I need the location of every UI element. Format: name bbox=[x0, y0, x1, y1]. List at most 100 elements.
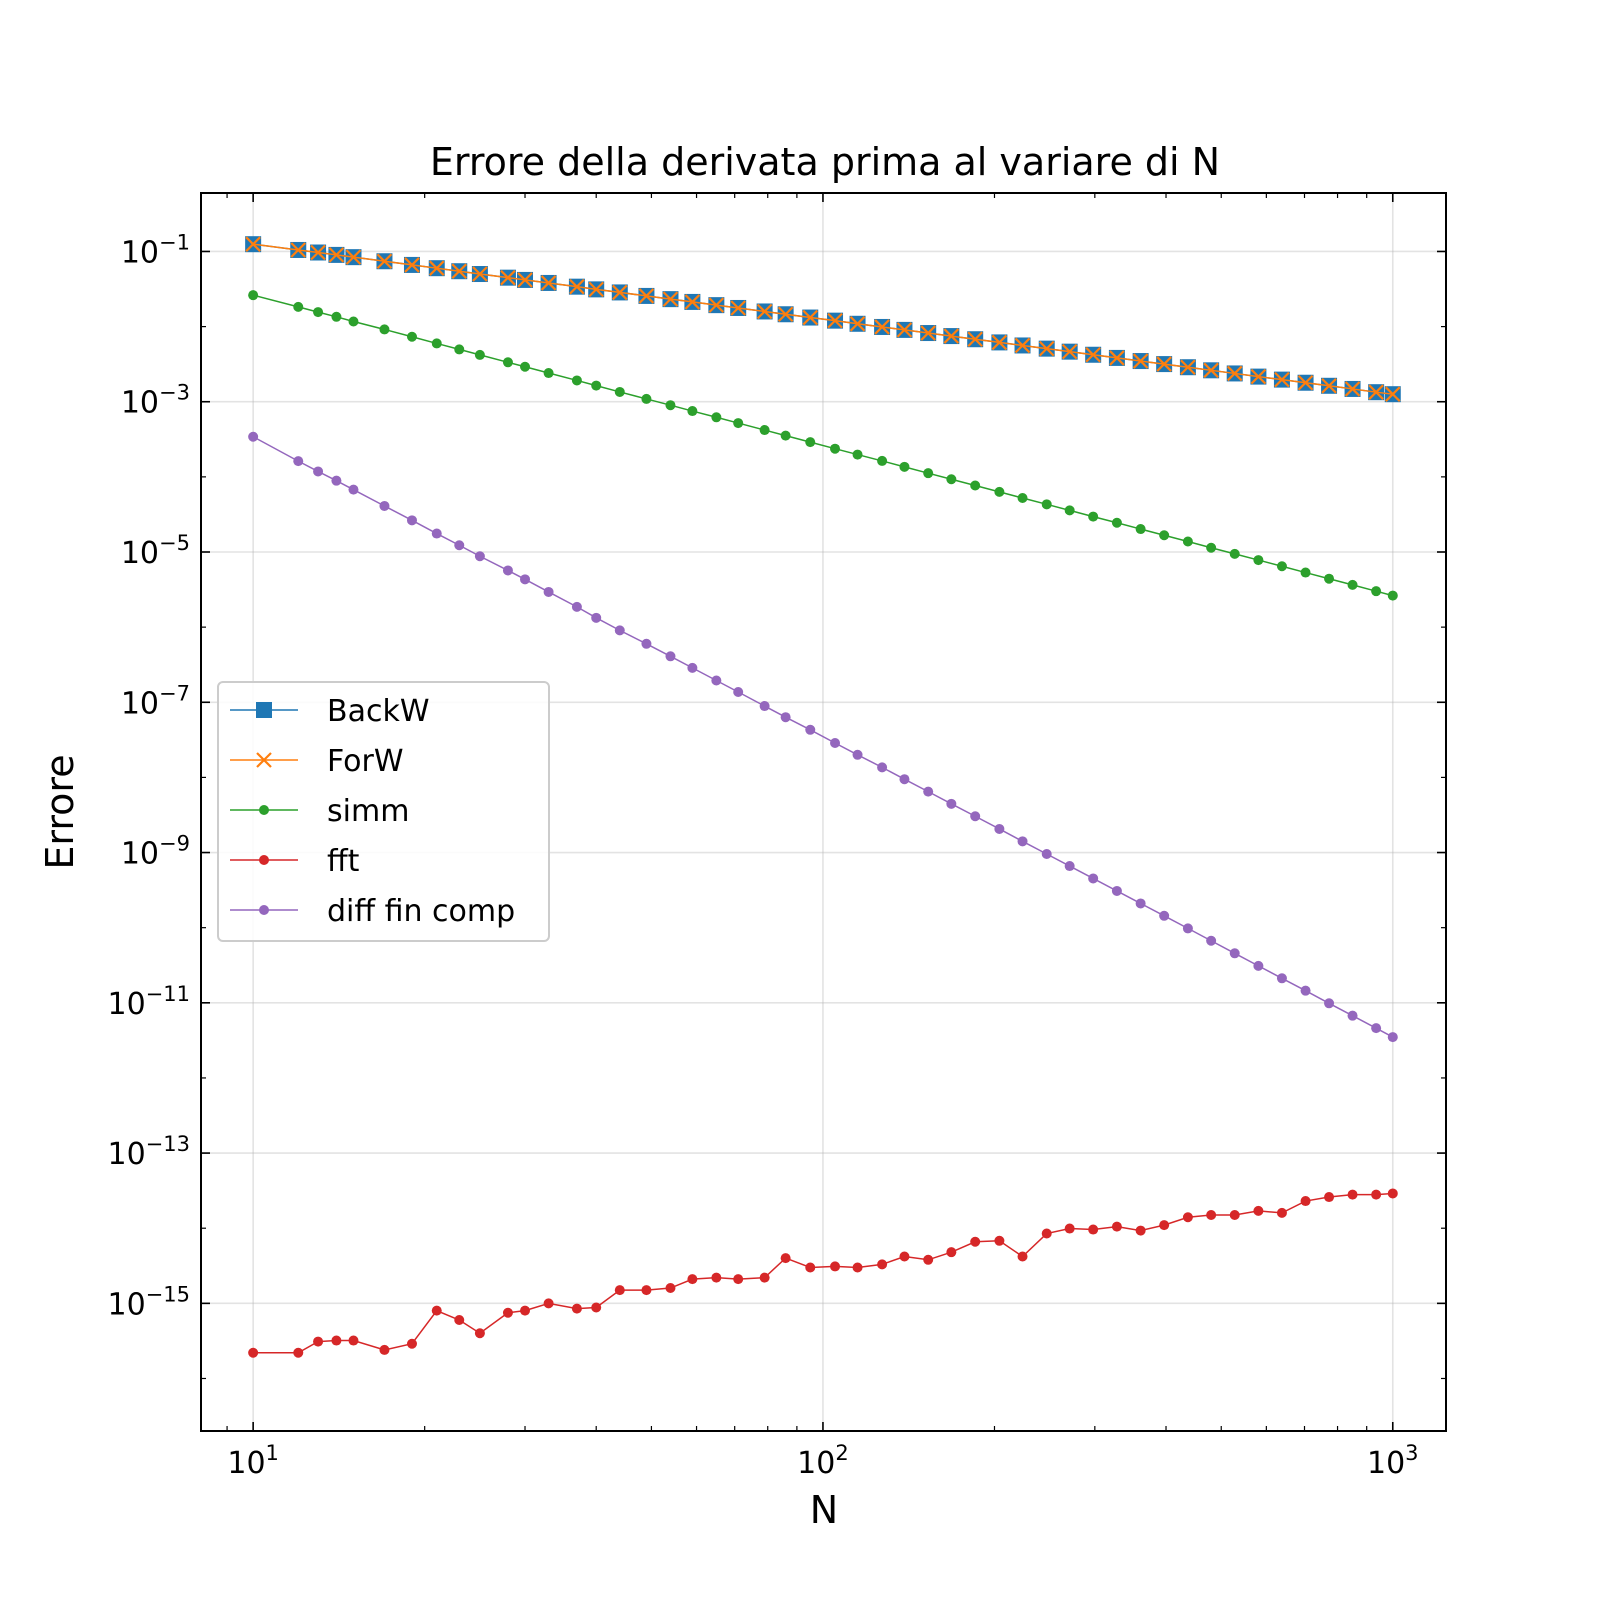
point-simm bbox=[614, 386, 625, 397]
point-forw-stroke bbox=[1109, 350, 1125, 366]
point-forw bbox=[1368, 384, 1384, 400]
point-forw bbox=[991, 334, 1008, 351]
point-forw bbox=[569, 278, 585, 295]
point-forw bbox=[967, 331, 983, 348]
point-fft bbox=[877, 1259, 888, 1270]
point-forw-stroke bbox=[345, 249, 362, 265]
point-diff-fin-comp bbox=[614, 625, 625, 636]
point-simm bbox=[1347, 579, 1358, 590]
legend-item-simm: simm bbox=[230, 794, 409, 829]
x-axis-label: N bbox=[810, 1488, 838, 1532]
point-forw-stroke bbox=[404, 257, 420, 273]
y-tick-label: 10−15 bbox=[107, 1282, 190, 1322]
legend: BackW ForW simm fft diff fin comp bbox=[217, 681, 550, 942]
point-fft bbox=[454, 1315, 465, 1326]
point-forw-stroke bbox=[730, 300, 746, 316]
y-ticks: 10−1 10−3 10−5 10−7 10−9 10−11 10−13 10−15 bbox=[107, 230, 1446, 1380]
point-forw-stroke bbox=[472, 266, 488, 282]
point-forw bbox=[1297, 374, 1314, 391]
point-forw-stroke bbox=[310, 244, 326, 261]
point-forw bbox=[874, 319, 890, 335]
point-simm bbox=[406, 331, 417, 342]
point-simm bbox=[899, 461, 910, 472]
point-diff-fin-comp bbox=[780, 712, 791, 723]
legend-marker-fft bbox=[259, 855, 269, 865]
point-diff-fin-comp bbox=[733, 687, 744, 698]
point-forw-stroke bbox=[1203, 362, 1219, 379]
point-diff-fin-comp bbox=[711, 675, 722, 686]
point-diff-fin-comp bbox=[431, 528, 442, 539]
point-forw bbox=[1250, 368, 1267, 385]
legend-marker-forw bbox=[256, 752, 272, 768]
point-fft bbox=[1206, 1209, 1217, 1220]
point-simm bbox=[1159, 530, 1170, 541]
point-diff-fin-comp bbox=[1159, 910, 1170, 921]
point-simm bbox=[1182, 536, 1193, 547]
point-forw bbox=[1203, 362, 1219, 379]
point-diff-fin-comp bbox=[1371, 1023, 1382, 1034]
point-forw-stroke bbox=[1180, 359, 1196, 375]
point-diff-fin-comp bbox=[474, 551, 485, 562]
point-simm bbox=[379, 324, 390, 335]
y-tick-label: 10−13 bbox=[107, 1132, 190, 1172]
point-diff-fin-comp bbox=[571, 601, 582, 612]
point-diff-fin-comp bbox=[591, 612, 602, 623]
point-forw-stroke bbox=[777, 306, 794, 323]
point-forw-stroke bbox=[967, 331, 983, 348]
point-diff-fin-comp bbox=[759, 701, 770, 712]
point-forw-stroke bbox=[428, 260, 445, 276]
point-diff-fin-comp bbox=[1253, 960, 1264, 971]
point-diff-fin-comp bbox=[994, 823, 1005, 834]
point-forw bbox=[376, 253, 393, 270]
point-forw bbox=[708, 297, 725, 313]
point-forw bbox=[428, 260, 445, 276]
point-forw bbox=[756, 303, 773, 320]
point-simm bbox=[1041, 499, 1052, 510]
point-forw bbox=[588, 281, 604, 298]
series-simm bbox=[248, 290, 1398, 601]
point-forw-stroke bbox=[1132, 353, 1149, 369]
point-forw-stroke bbox=[756, 303, 773, 320]
legend-marker-diff-fin-comp bbox=[259, 905, 269, 915]
point-forw-stroke bbox=[638, 288, 655, 304]
point-diff-fin-comp bbox=[946, 798, 957, 809]
point-fft bbox=[641, 1285, 652, 1296]
point-forw-stroke bbox=[1250, 368, 1267, 385]
point-fft bbox=[331, 1335, 342, 1346]
point-fft bbox=[1300, 1196, 1311, 1207]
legend-item-backw: BackW bbox=[230, 694, 430, 729]
point-forw-stroke bbox=[569, 278, 585, 295]
point-fft bbox=[1041, 1228, 1052, 1239]
point-diff-fin-comp bbox=[899, 774, 910, 785]
point-fft bbox=[711, 1272, 722, 1283]
legend-label-forw: ForW bbox=[327, 744, 404, 779]
y-axis-label: Errore bbox=[38, 754, 82, 869]
y-tick-label: 10−11 bbox=[107, 982, 190, 1022]
series-layer bbox=[245, 236, 1401, 1358]
point-diff-fin-comp bbox=[520, 574, 531, 585]
point-forw-stroke bbox=[920, 325, 936, 341]
legend-item-fft: fft bbox=[230, 844, 360, 879]
point-simm bbox=[248, 290, 259, 301]
point-forw bbox=[896, 322, 913, 338]
point-forw-stroke bbox=[500, 269, 516, 286]
point-forw bbox=[345, 249, 362, 265]
x-tick-label: 103 bbox=[1367, 1441, 1419, 1481]
point-simm bbox=[994, 486, 1005, 497]
point-forw-stroke bbox=[1297, 374, 1314, 391]
point-diff-fin-comp bbox=[293, 456, 304, 467]
series-diff-fin-comp bbox=[248, 431, 1398, 1043]
point-fft bbox=[474, 1328, 485, 1339]
point-forw bbox=[730, 300, 746, 316]
point-simm bbox=[946, 474, 957, 485]
series-fft bbox=[248, 1188, 1398, 1358]
point-forw-stroke bbox=[684, 294, 701, 310]
point-simm bbox=[1111, 517, 1122, 528]
legend-marker-forw-stroke bbox=[256, 752, 272, 768]
point-diff-fin-comp bbox=[852, 749, 863, 760]
point-fft bbox=[994, 1235, 1005, 1246]
point-forw bbox=[1180, 359, 1196, 375]
point-forw-stroke bbox=[1156, 356, 1172, 372]
point-fft bbox=[379, 1344, 390, 1355]
point-diff-fin-comp bbox=[502, 565, 513, 576]
